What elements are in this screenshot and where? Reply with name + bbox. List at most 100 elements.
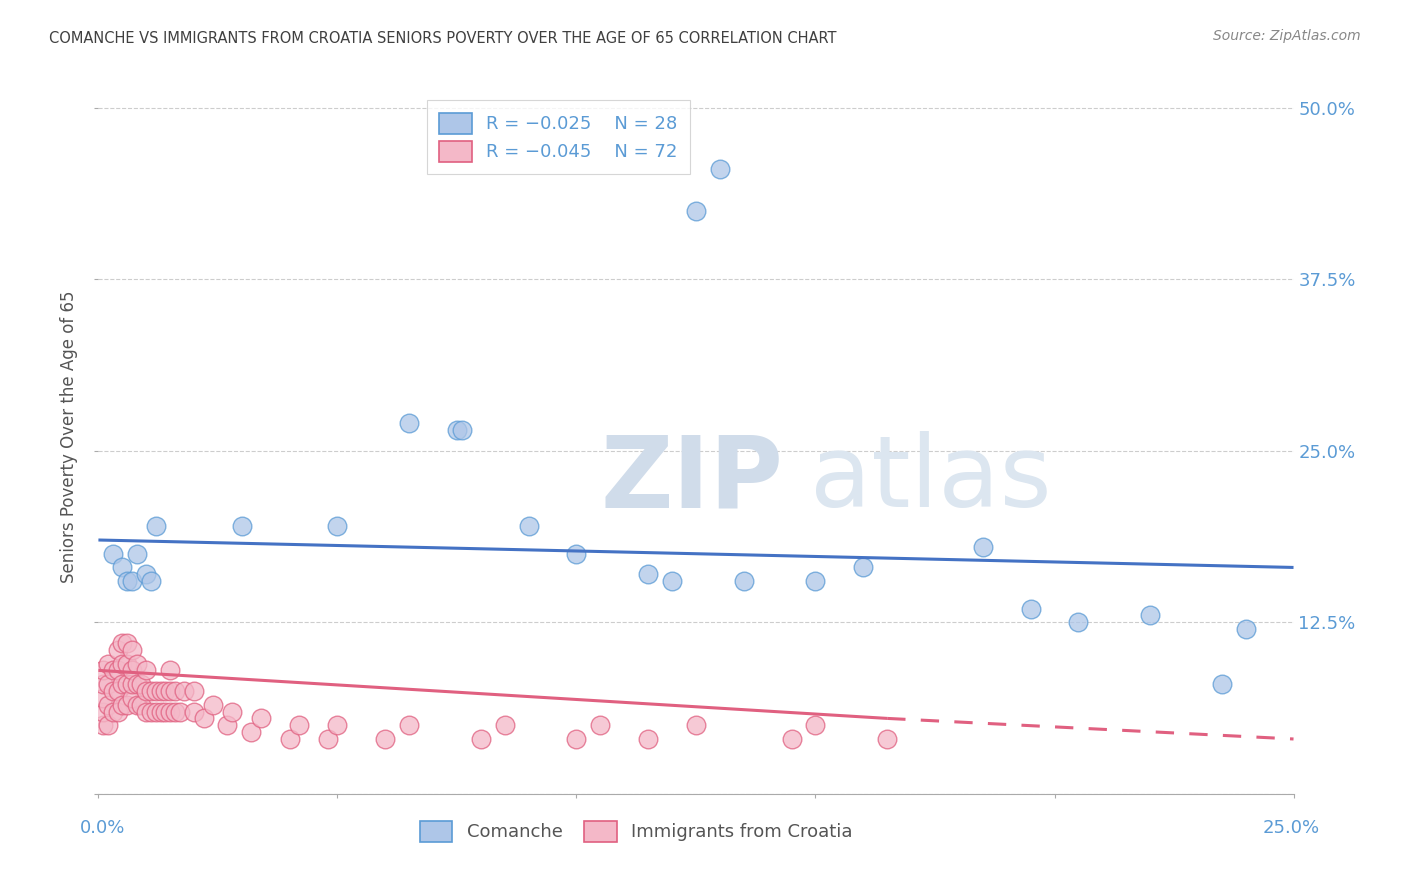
Point bbox=[125, 547, 148, 561]
Point bbox=[193, 711, 215, 725]
Point bbox=[97, 657, 120, 671]
Point bbox=[1234, 622, 1257, 636]
Point bbox=[131, 698, 153, 712]
Point bbox=[374, 731, 396, 746]
Point bbox=[101, 664, 124, 678]
Point bbox=[517, 519, 540, 533]
Point bbox=[139, 574, 162, 589]
Point bbox=[135, 567, 157, 582]
Point bbox=[111, 698, 134, 712]
Point bbox=[145, 519, 167, 533]
Point bbox=[111, 560, 134, 574]
Point bbox=[221, 705, 243, 719]
Point bbox=[780, 731, 803, 746]
Point bbox=[155, 705, 177, 719]
Point bbox=[135, 664, 157, 678]
Text: atlas: atlas bbox=[810, 432, 1052, 528]
Point bbox=[565, 731, 588, 746]
Point bbox=[637, 567, 659, 582]
Text: 25.0%: 25.0% bbox=[1263, 819, 1319, 837]
Point bbox=[450, 423, 472, 437]
Y-axis label: Seniors Poverty Over the Age of 65: Seniors Poverty Over the Age of 65 bbox=[60, 291, 79, 583]
Point bbox=[115, 636, 138, 650]
Point bbox=[101, 705, 124, 719]
Point bbox=[804, 574, 827, 589]
Point bbox=[121, 677, 143, 691]
Point bbox=[278, 731, 301, 746]
Point bbox=[131, 677, 153, 691]
Point bbox=[159, 684, 181, 698]
Point bbox=[876, 731, 898, 746]
Point bbox=[1067, 615, 1090, 630]
Point bbox=[125, 657, 148, 671]
Text: 0.0%: 0.0% bbox=[80, 819, 125, 837]
Point bbox=[163, 684, 186, 698]
Point bbox=[149, 705, 172, 719]
Point bbox=[1019, 601, 1042, 615]
Point bbox=[169, 705, 191, 719]
Point bbox=[135, 705, 157, 719]
Text: COMANCHE VS IMMIGRANTS FROM CROATIA SENIORS POVERTY OVER THE AGE OF 65 CORRELATI: COMANCHE VS IMMIGRANTS FROM CROATIA SENI… bbox=[49, 31, 837, 46]
Point bbox=[121, 574, 143, 589]
Point bbox=[804, 718, 827, 732]
Point bbox=[159, 664, 181, 678]
Point bbox=[163, 705, 186, 719]
Point bbox=[589, 718, 612, 732]
Point bbox=[115, 574, 138, 589]
Point bbox=[231, 519, 253, 533]
Point bbox=[326, 718, 349, 732]
Point bbox=[637, 731, 659, 746]
Point bbox=[91, 718, 114, 732]
Point bbox=[398, 417, 420, 431]
Point bbox=[145, 684, 167, 698]
Point bbox=[217, 718, 239, 732]
Point bbox=[139, 705, 162, 719]
Point bbox=[202, 698, 225, 712]
Point bbox=[107, 684, 129, 698]
Point bbox=[115, 677, 138, 691]
Point bbox=[685, 718, 707, 732]
Point bbox=[97, 698, 120, 712]
Point bbox=[111, 657, 134, 671]
Point bbox=[661, 574, 683, 589]
Point bbox=[101, 684, 124, 698]
Point bbox=[733, 574, 755, 589]
Point bbox=[470, 731, 492, 746]
Point bbox=[101, 547, 124, 561]
Point bbox=[91, 664, 114, 678]
Point bbox=[250, 711, 273, 725]
Legend: Comanche, Immigrants from Croatia: Comanche, Immigrants from Croatia bbox=[412, 814, 860, 849]
Point bbox=[316, 731, 339, 746]
Point bbox=[107, 664, 129, 678]
Point bbox=[125, 698, 148, 712]
Point bbox=[155, 684, 177, 698]
Point bbox=[1211, 677, 1233, 691]
Point bbox=[97, 677, 120, 691]
Point bbox=[149, 684, 172, 698]
Point bbox=[139, 684, 162, 698]
Point bbox=[972, 540, 994, 554]
Point bbox=[240, 725, 263, 739]
Point bbox=[709, 162, 731, 177]
Point bbox=[91, 705, 114, 719]
Text: ZIP: ZIP bbox=[600, 432, 783, 528]
Point bbox=[135, 684, 157, 698]
Point bbox=[107, 642, 129, 657]
Point bbox=[111, 636, 134, 650]
Point bbox=[326, 519, 349, 533]
Point bbox=[111, 677, 134, 691]
Point bbox=[121, 642, 143, 657]
Point bbox=[288, 718, 311, 732]
Point bbox=[107, 705, 129, 719]
Point bbox=[91, 690, 114, 705]
Point bbox=[183, 684, 205, 698]
Text: Source: ZipAtlas.com: Source: ZipAtlas.com bbox=[1213, 29, 1361, 43]
Point bbox=[852, 560, 875, 574]
Point bbox=[173, 684, 195, 698]
Point bbox=[125, 677, 148, 691]
Point bbox=[97, 718, 120, 732]
Point bbox=[115, 657, 138, 671]
Point bbox=[183, 705, 205, 719]
Point bbox=[159, 705, 181, 719]
Point bbox=[121, 664, 143, 678]
